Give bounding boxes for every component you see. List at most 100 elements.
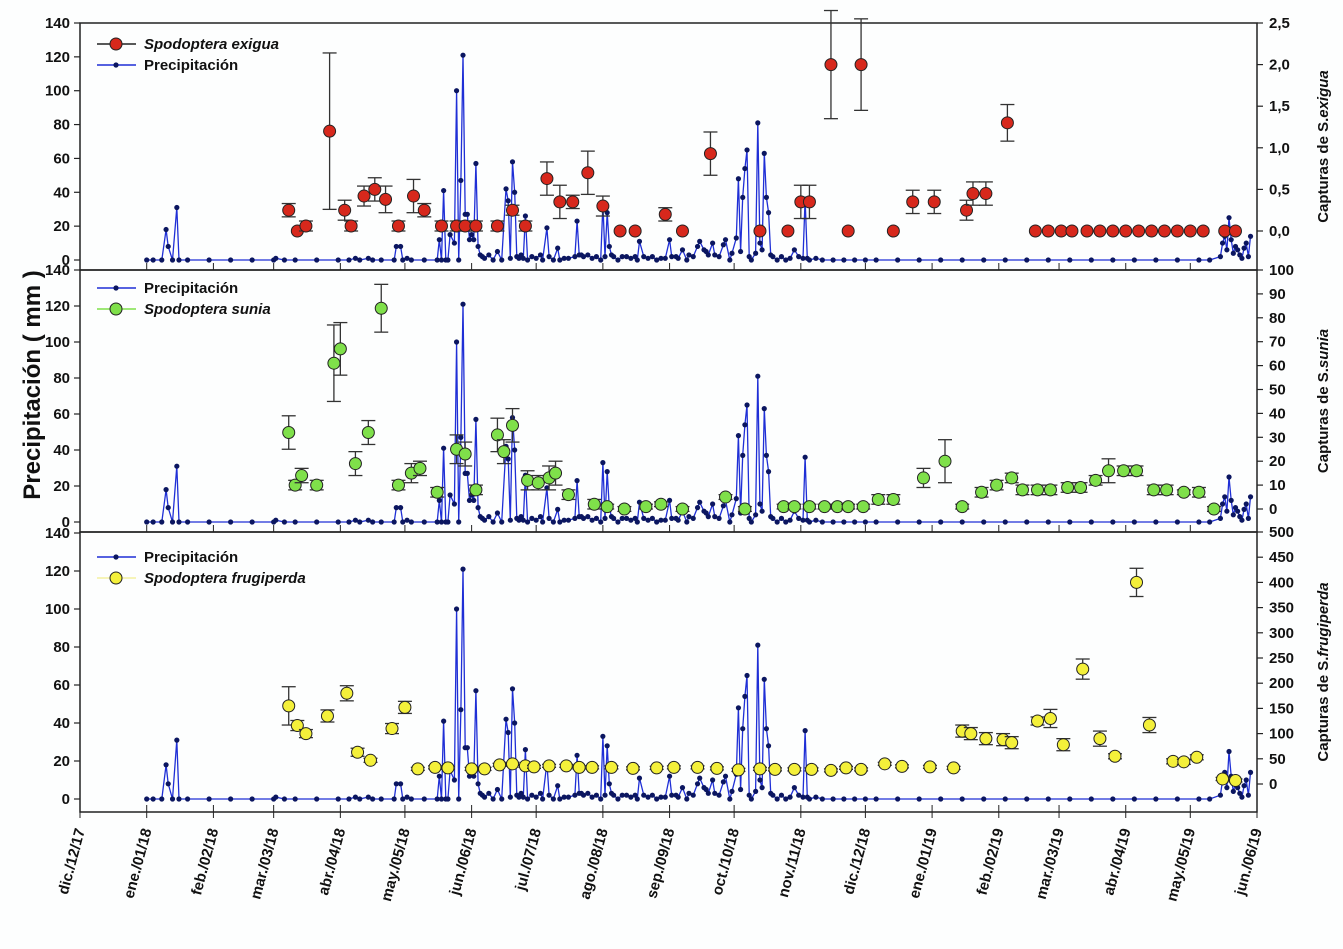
precipitation-point bbox=[742, 693, 748, 700]
precipitation-point bbox=[1110, 257, 1116, 263]
precipitation-point bbox=[249, 796, 255, 802]
x-tick-label: sep./09/18 bbox=[643, 827, 678, 901]
capture-point bbox=[1031, 714, 1045, 728]
precipitation-point bbox=[1153, 519, 1159, 525]
precipitation-point bbox=[600, 460, 606, 466]
precipitation-point bbox=[916, 257, 922, 263]
precipitation-point bbox=[632, 792, 638, 798]
precipitation-point bbox=[593, 792, 600, 798]
precipitation-point bbox=[503, 716, 509, 722]
precipitation-point bbox=[365, 794, 371, 800]
precipitation-point bbox=[697, 499, 703, 505]
precipitation-point bbox=[228, 796, 234, 802]
capture-point bbox=[938, 454, 952, 468]
precipitation-point bbox=[404, 794, 410, 800]
precipitation-point bbox=[645, 255, 651, 261]
x-tick-label: jun./06/19 bbox=[1231, 827, 1265, 898]
precipitation-point bbox=[729, 512, 735, 518]
left-tick-label: 140 bbox=[45, 525, 70, 542]
precipitation-point bbox=[658, 255, 664, 261]
precipitation-point bbox=[735, 176, 742, 182]
precipitation-point bbox=[757, 501, 763, 507]
precipitation-point bbox=[561, 794, 567, 800]
x-tick-label: feb./02/19 bbox=[974, 827, 1008, 897]
right-tick-label: 90 bbox=[1269, 286, 1286, 303]
legend-species-marker bbox=[109, 302, 123, 316]
precipitation-point bbox=[862, 257, 868, 263]
precipitation-point bbox=[572, 515, 578, 522]
precipitation-point bbox=[464, 745, 470, 751]
precipitation-point bbox=[619, 515, 625, 522]
precipitation-point bbox=[453, 606, 460, 612]
precipitation-point bbox=[447, 492, 453, 498]
capture-point bbox=[1177, 755, 1191, 769]
capture-point bbox=[777, 500, 791, 514]
precipitation-point bbox=[770, 254, 776, 260]
precipitation-point bbox=[281, 796, 288, 802]
precipitation-point bbox=[735, 705, 742, 711]
precipitation-point bbox=[421, 796, 427, 802]
precipitation-point bbox=[1239, 517, 1245, 523]
precipitation-point bbox=[574, 752, 580, 758]
precipitation-point bbox=[1196, 796, 1202, 802]
precipitation-point bbox=[669, 515, 675, 522]
precipitation-point bbox=[830, 796, 836, 802]
capture-point bbox=[361, 426, 375, 440]
capture-point bbox=[417, 203, 431, 217]
capture-point bbox=[385, 722, 399, 736]
precipitation-point bbox=[615, 519, 621, 525]
precipitation-point bbox=[778, 254, 785, 260]
precipitation-point bbox=[393, 505, 399, 511]
precipitation-point bbox=[783, 519, 789, 525]
precipitation-point bbox=[744, 672, 750, 679]
precipitation-point bbox=[176, 796, 182, 802]
precipitation-point bbox=[555, 506, 561, 512]
precipitation-point bbox=[1243, 501, 1249, 507]
precipitation-point bbox=[1207, 257, 1213, 263]
capture-point bbox=[966, 187, 980, 201]
left-tick-label: 140 bbox=[45, 15, 70, 32]
precipitation-point bbox=[654, 257, 660, 263]
precipitation-point bbox=[593, 515, 600, 522]
precipitation-point bbox=[589, 517, 595, 523]
plot-frame bbox=[79, 22, 1258, 271]
precipitation-point bbox=[159, 257, 165, 263]
x-tick-label: jul./07/18 bbox=[512, 827, 545, 894]
precipitation-point bbox=[1247, 494, 1254, 500]
capture-point bbox=[348, 457, 362, 471]
capture-point bbox=[490, 219, 504, 233]
capture-point bbox=[802, 500, 816, 514]
capture-point bbox=[434, 219, 448, 233]
right-tick-label: 150 bbox=[1269, 700, 1294, 717]
x-tick-label: ago./08/18 bbox=[577, 827, 612, 901]
precipitation-point bbox=[529, 792, 535, 798]
precipitation-point bbox=[438, 796, 445, 802]
precipitation-point bbox=[623, 254, 630, 260]
left-tick-label: 80 bbox=[53, 117, 70, 134]
precipitation-point bbox=[436, 497, 442, 503]
left-tick-label: 140 bbox=[45, 262, 70, 279]
precipitation-point bbox=[466, 237, 473, 243]
precipitation-point bbox=[1241, 245, 1247, 251]
right-tick-label: 40 bbox=[1269, 405, 1286, 422]
precipitation-point bbox=[471, 237, 477, 243]
capture-point bbox=[1065, 224, 1079, 238]
right-tick-label: 0 bbox=[1269, 501, 1277, 518]
precipitation-point bbox=[1239, 794, 1245, 800]
capture-point bbox=[753, 762, 767, 776]
capture-point bbox=[585, 760, 599, 774]
x-tick-label: may./05/19 bbox=[1163, 827, 1199, 904]
precipitation-point bbox=[748, 519, 754, 525]
precipitation-point bbox=[712, 252, 718, 258]
precipitation-point bbox=[598, 257, 604, 263]
precipitation-point bbox=[770, 792, 776, 798]
precipitation-point bbox=[733, 235, 739, 241]
precipitation-point bbox=[458, 177, 464, 184]
precipitation-point bbox=[585, 790, 591, 796]
capture-point bbox=[639, 500, 653, 514]
capture-point bbox=[1043, 711, 1057, 725]
precipitation-point bbox=[509, 159, 516, 165]
precipitation-point bbox=[555, 783, 561, 789]
capture-point bbox=[398, 700, 412, 714]
capture-point bbox=[856, 500, 870, 514]
